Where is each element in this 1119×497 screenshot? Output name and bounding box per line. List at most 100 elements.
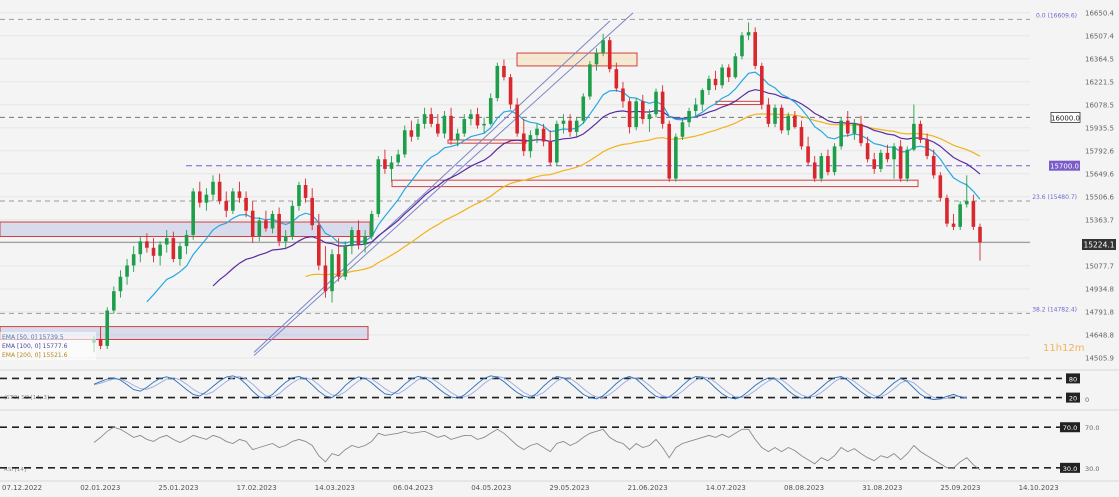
candle-bearish xyxy=(640,101,645,120)
candle-bearish xyxy=(667,123,672,179)
candle-bearish xyxy=(383,159,387,169)
candle-bearish xyxy=(826,156,830,173)
candle-bearish xyxy=(521,133,526,152)
zone-box-small xyxy=(447,139,527,144)
price-axis-label: 14648.8 xyxy=(1085,331,1114,339)
timer-minutes: 12m xyxy=(1062,343,1084,354)
fib-level-label: 38.2 (14782.4) xyxy=(1032,306,1077,313)
time-axis-label: 07.12.2022 xyxy=(2,484,42,492)
price-axis[interactable]: 16650.4 16507.4 16364.5 16221.5 16078.5 15935… xyxy=(1085,9,1114,362)
candle-bearish xyxy=(753,32,757,66)
price-axis-label: 15649.6 xyxy=(1085,170,1114,178)
price-axis-label: 14791.8 xyxy=(1085,308,1114,316)
candle-bullish xyxy=(138,241,143,255)
candle-bullish xyxy=(819,156,824,179)
candle-bearish xyxy=(237,191,242,198)
candle-bullish xyxy=(687,110,691,123)
candle-bearish xyxy=(806,146,810,163)
candle-bullish xyxy=(131,254,136,266)
candle-bearish xyxy=(799,127,804,147)
candle-timer: 11h 12m xyxy=(1043,343,1084,354)
price-axis-label: 15792.6 xyxy=(1085,147,1114,155)
legend-ema-200[interactable]: EMA [200, 0] 15521.6 xyxy=(2,352,68,359)
rsi-line xyxy=(93,426,981,471)
time-axis-label: 25.01.2023 xyxy=(158,484,198,492)
zone-support-upper xyxy=(0,221,371,237)
candle-bullish xyxy=(654,91,658,115)
candle-bullish xyxy=(786,115,791,131)
candle-bearish xyxy=(726,67,731,78)
price-axis-label: 15363.7 xyxy=(1085,216,1114,224)
time-axis-label: 04.05.2023 xyxy=(471,484,511,492)
sto-d-line xyxy=(93,376,967,400)
candle-bearish xyxy=(938,175,943,198)
trendline-lower xyxy=(253,20,611,353)
candle-bearish xyxy=(429,114,434,124)
candle-bearish xyxy=(978,226,982,243)
rsi-level-label: 30.0 xyxy=(1063,465,1077,473)
candle-bullish xyxy=(707,78,711,91)
time-axis-label: 29.05.2023 xyxy=(549,484,589,492)
candle-bullish xyxy=(647,114,652,120)
candle-bearish xyxy=(436,123,440,134)
candle-bullish xyxy=(231,191,235,211)
level-tag-box xyxy=(1050,112,1081,123)
candle-bullish xyxy=(495,65,500,99)
candle-bearish xyxy=(217,181,222,202)
candle-bullish xyxy=(118,276,123,292)
price-axis-label: 15506.6 xyxy=(1085,193,1114,201)
trendline-upper xyxy=(253,12,634,356)
legend-ema-50[interactable]: EMA [50, 0] 15739.5 xyxy=(2,334,64,341)
legend-ema-100[interactable]: EMA [100, 0] 15777.6 xyxy=(2,343,68,350)
candle-bullish xyxy=(746,32,751,36)
candle-bearish xyxy=(356,230,361,245)
candle-bullish xyxy=(369,213,374,237)
last-price-tag: 15224.1 xyxy=(1082,239,1116,250)
time-axis-label: 21.06.2023 xyxy=(628,484,668,492)
candle-bullish xyxy=(283,236,288,242)
price-axis-label: 16650.4 xyxy=(1085,9,1114,17)
price-axis-label: 16221.5 xyxy=(1085,78,1114,86)
candle-bullish xyxy=(733,56,738,78)
timer-hours: 11h xyxy=(1043,343,1062,354)
sto-level-tag xyxy=(1066,373,1080,384)
rsi-panel[interactable]: RSI [14] 70.0 70.0 30.0 30.0 xyxy=(0,409,1119,473)
candle-bullish xyxy=(343,246,348,277)
candle-bullish xyxy=(879,152,883,169)
candle-bullish xyxy=(601,40,605,54)
candle-bullish xyxy=(680,122,685,137)
candle-bearish xyxy=(766,104,771,124)
candle-bullish xyxy=(905,149,910,179)
last-price-label: 15224.1 xyxy=(1083,241,1114,250)
candle-bullish xyxy=(634,101,638,128)
candle-bullish xyxy=(350,230,354,247)
price-axis-label: 14505.9 xyxy=(1085,354,1114,362)
candle-bullish xyxy=(561,120,566,124)
zone-box-small-2 xyxy=(715,100,763,106)
candle-bullish xyxy=(964,201,969,205)
candle-bearish xyxy=(951,223,956,227)
candle-bearish xyxy=(793,115,797,128)
rsi-level-tag xyxy=(1060,462,1080,473)
candle-bearish xyxy=(264,220,268,229)
candle-bullish xyxy=(112,291,116,311)
candle-bullish xyxy=(402,130,407,155)
candle-bullish xyxy=(422,114,427,124)
ema-100-line xyxy=(212,89,981,287)
candle-bullish xyxy=(297,185,301,206)
candle-bullish xyxy=(158,244,162,256)
candle-bullish xyxy=(674,136,678,179)
candle-bearish xyxy=(872,159,877,169)
candle-bullish xyxy=(839,120,843,147)
candle-bullish xyxy=(164,238,169,245)
candle-bullish xyxy=(773,107,777,124)
price-axis-label: 15077.7 xyxy=(1085,262,1114,270)
candle-bearish xyxy=(607,40,612,70)
candle-bullish xyxy=(396,154,400,163)
price-axis-label: 16364.5 xyxy=(1085,55,1114,63)
time-axis[interactable]: 07.12.2022 02.01.2023 25.01.2023 17.02.2023… xyxy=(0,480,1119,492)
